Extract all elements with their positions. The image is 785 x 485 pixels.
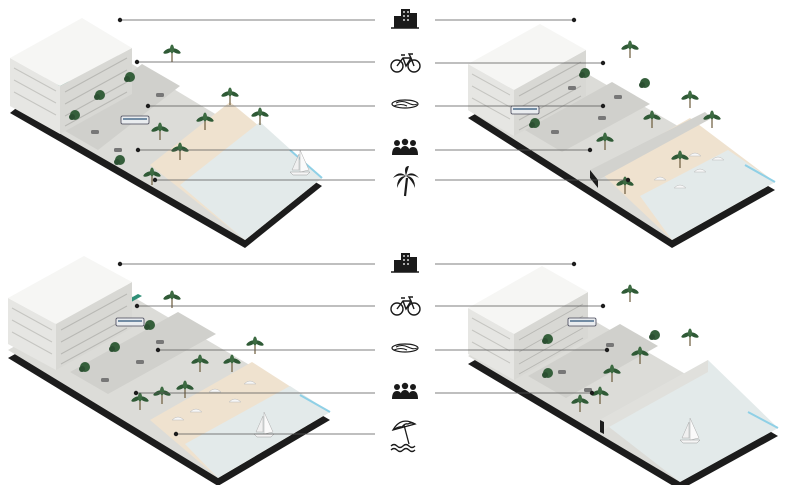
palm-tree: [245, 335, 265, 355]
sea-edge-top-right: [744, 164, 776, 183]
bus: [115, 317, 145, 327]
building-icon: [391, 253, 419, 273]
sea-edge-bottom-right: [747, 411, 779, 429]
car: [598, 116, 606, 120]
road-icon: [391, 99, 419, 109]
people-icon: [392, 138, 418, 155]
bus: [120, 115, 150, 125]
street-top-left: [60, 64, 180, 150]
seawall: [600, 360, 708, 432]
palm-tree: [620, 283, 640, 303]
tree: [639, 78, 650, 88]
car: [606, 343, 614, 347]
car: [558, 370, 566, 374]
palm-tree: [680, 327, 700, 347]
building-icon: [391, 9, 419, 29]
car: [614, 95, 622, 99]
palm-tree-icon: [393, 166, 419, 197]
car: [114, 148, 122, 152]
sea-bottom-right: [600, 360, 778, 482]
bus: [510, 105, 540, 115]
raised-promenade: [590, 112, 712, 180]
road-icon: [391, 343, 419, 353]
bus: [567, 317, 597, 327]
car: [136, 360, 144, 364]
car: [156, 93, 164, 97]
promenade-wall: [590, 170, 598, 188]
street-bottom-right: [528, 324, 658, 398]
block-bottom-left: [8, 256, 331, 485]
palm-tree: [162, 43, 182, 63]
tree: [649, 330, 660, 340]
bicycle-icon: [390, 296, 421, 316]
sea-top-left: [180, 122, 322, 240]
street-top-right: [525, 82, 650, 152]
leader-dots: [117, 17, 631, 437]
beach-umbrella-icon: [390, 420, 417, 453]
car: [91, 130, 99, 134]
bicycle-icon: [390, 53, 421, 73]
street-bottom-left: [70, 312, 216, 394]
sea-edge-bottom-left: [299, 394, 331, 413]
people-icon: [392, 382, 418, 399]
car: [101, 378, 109, 382]
block-top-left: [10, 18, 323, 248]
building-top-right: [468, 24, 586, 136]
seawall-edge: [600, 420, 604, 434]
sea-top-right: [640, 150, 775, 240]
leader-lines: [120, 19, 628, 435]
building-bottom-left: [8, 256, 132, 370]
palm-tree: [162, 289, 182, 309]
palm-tree: [220, 86, 240, 106]
palm-tree: [680, 89, 700, 109]
palm-tree: [620, 39, 640, 59]
block-top-right: [468, 24, 776, 248]
block-bottom-right: [468, 266, 779, 485]
car: [568, 86, 576, 90]
car: [551, 130, 559, 134]
car: [156, 340, 164, 344]
